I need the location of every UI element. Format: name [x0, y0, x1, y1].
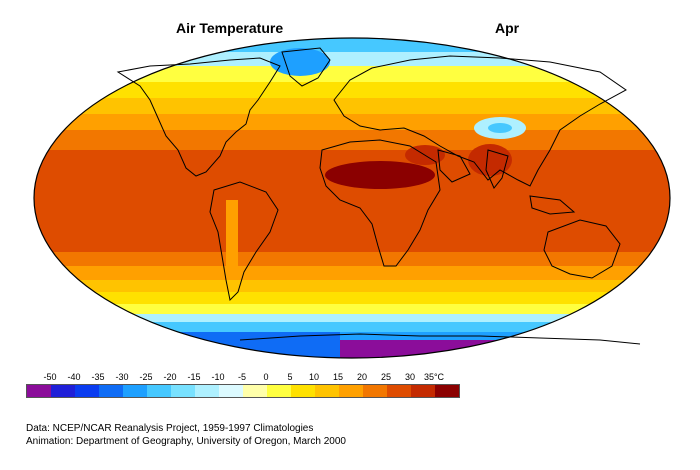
legend-swatch	[363, 385, 387, 397]
legend-swatch	[123, 385, 147, 397]
legend-tick-label: 35°C	[423, 372, 445, 382]
legend-tick-label: -20	[163, 372, 177, 382]
legend-swatch	[75, 385, 99, 397]
month-label: Apr	[495, 20, 520, 36]
credits: Data: NCEP/NCAR Reanalysis Project, 1959…	[26, 422, 346, 448]
legend-swatch	[435, 385, 459, 397]
legend-tick-label: -15	[187, 372, 201, 382]
legend-swatch	[315, 385, 339, 397]
legend-swatch	[219, 385, 243, 397]
legend-swatch	[195, 385, 219, 397]
legend-tick-label: -10	[211, 372, 225, 382]
legend-tick-labels: -50 -40 -35 -30 -25 -20 -15 -10 -5 0 5 10 15 20 25 30 35…	[26, 372, 458, 384]
temperature-bands	[34, 38, 670, 358]
legend-swatch	[243, 385, 267, 397]
legend-tick-label: 5	[287, 372, 293, 382]
legend-swatch	[291, 385, 315, 397]
legend-swatch	[387, 385, 411, 397]
legend-swatch	[171, 385, 195, 397]
legend-tick-label: 10	[308, 372, 320, 382]
legend-tick-label: -30	[115, 372, 129, 382]
legend-swatch	[51, 385, 75, 397]
legend-tick-label: -50	[43, 372, 57, 382]
legend-tick-label: -25	[139, 372, 153, 382]
legend-tick-label: -40	[67, 372, 81, 382]
legend-swatch	[339, 385, 363, 397]
legend-tick-label: 15	[332, 372, 344, 382]
legend-tick-label: -5	[237, 372, 247, 382]
legend-tick-label: 20	[356, 372, 368, 382]
legend-swatch	[99, 385, 123, 397]
legend-swatch	[267, 385, 291, 397]
legend-swatch	[27, 385, 51, 397]
legend-swatch	[147, 385, 171, 397]
map-border	[33, 37, 671, 359]
map-title: Air Temperature	[176, 20, 284, 36]
legend-swatch	[411, 385, 435, 397]
legend-tick-label: 25	[380, 372, 392, 382]
data-source-line: Data: NCEP/NCAR Reanalysis Project, 1959…	[26, 423, 314, 434]
animation-credit-line: Animation: Department of Geography, Univ…	[26, 436, 346, 447]
legend-tick-label: -35	[91, 372, 105, 382]
continent-outlines	[116, 47, 641, 345]
legend-tick-label: 0	[263, 372, 269, 382]
legend-tick-label: 30	[404, 372, 416, 382]
color-scale-legend	[26, 384, 460, 398]
